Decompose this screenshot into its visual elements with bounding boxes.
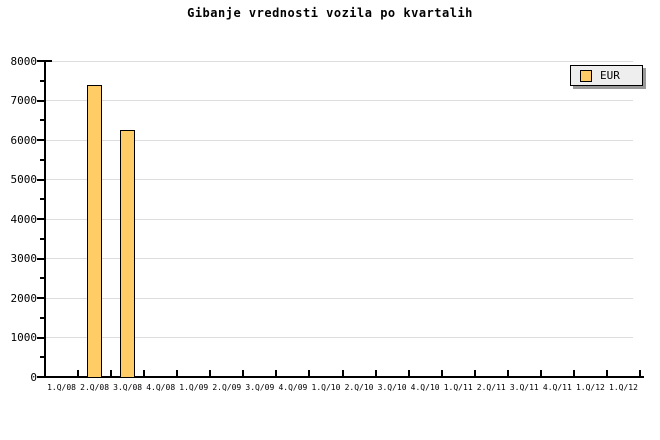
y-tick-label: 0	[30, 370, 37, 384]
y-major-tick	[37, 60, 44, 62]
x-boundary-tick	[539, 370, 542, 377]
y-minor-tick	[40, 237, 44, 240]
x-boundary-tick	[572, 370, 575, 377]
x-tick-label: 1.Q/10	[311, 383, 341, 392]
x-axis-end-cap	[639, 370, 641, 377]
x-boundary-tick	[77, 370, 80, 377]
y-minor-tick	[40, 158, 44, 161]
y-major-tick	[37, 99, 44, 102]
x-boundary-tick	[341, 370, 344, 377]
y-minor-tick	[40, 119, 44, 122]
legend: EUR	[570, 65, 643, 86]
y-gridline	[45, 297, 633, 299]
bar-3q08	[120, 130, 136, 378]
y-gridline	[45, 179, 633, 180]
x-boundary-tick	[374, 370, 377, 377]
y-tick-label: 4000	[10, 212, 38, 226]
x-boundary-tick	[242, 370, 245, 377]
x-boundary-tick	[440, 370, 443, 377]
x-tick-label: 2.Q/09	[212, 383, 242, 392]
x-boundary-tick	[110, 370, 113, 377]
x-tick-label: 2.Q/11	[476, 383, 506, 392]
y-major-tick	[37, 297, 44, 299]
y-axis-end-cap	[44, 60, 52, 62]
y-gridline	[45, 337, 633, 338]
y-major-tick	[37, 139, 44, 141]
y-tick-label: 5000	[10, 173, 38, 186]
y-axis-line	[44, 60, 46, 378]
y-major-tick	[37, 336, 44, 339]
y-gridline	[45, 100, 633, 101]
x-tick-label: 1.Q/08	[47, 383, 76, 392]
chart-title: Gibanje vrednosti vozila po kvartalih	[187, 6, 473, 20]
y-tick-label: 2000	[10, 291, 38, 305]
y-major-tick	[37, 218, 44, 220]
x-tick-label: 2.Q/08	[80, 383, 110, 392]
x-boundary-tick	[308, 370, 311, 377]
x-boundary-tick	[143, 370, 146, 377]
x-boundary-tick	[605, 370, 608, 377]
x-boundary-tick	[407, 370, 410, 377]
x-tick-label: 3.Q/08	[113, 383, 143, 392]
y-minor-tick	[40, 277, 44, 280]
y-gridline	[45, 60, 633, 62]
x-tick-label: 4.Q/09	[278, 383, 308, 392]
x-boundary-tick	[176, 370, 179, 377]
x-tick-label: 2.Q/10	[344, 383, 374, 392]
bar-2q08	[87, 85, 103, 378]
x-boundary-tick	[473, 370, 476, 377]
y-tick-label: 8000	[10, 54, 38, 68]
y-tick-label: 7000	[10, 94, 38, 107]
x-axis-line	[44, 376, 644, 378]
x-boundary-tick	[275, 370, 278, 377]
legend-label: EUR	[600, 68, 620, 82]
x-tick-label: 4.Q/10	[410, 383, 440, 392]
x-tick-label: 1.Q/11	[443, 383, 473, 392]
y-minor-tick	[40, 356, 44, 359]
x-tick-label: 4.Q/11	[542, 383, 572, 392]
x-tick-label: 1.Q/09	[179, 383, 209, 392]
x-boundary-tick	[506, 370, 509, 377]
x-tick-label: 1.Q/12	[609, 383, 638, 392]
y-major-tick	[37, 376, 44, 378]
y-minor-tick	[40, 79, 44, 82]
y-tick-label: 6000	[10, 133, 38, 147]
x-tick-label: 3.Q/10	[377, 383, 407, 392]
x-boundary-tick	[209, 370, 212, 377]
y-major-tick	[37, 257, 44, 260]
y-gridline	[45, 139, 633, 141]
y-minor-tick	[40, 316, 44, 319]
x-tick-label: 4.Q/08	[146, 383, 176, 392]
x-tick-label: 1.Q/12	[575, 383, 605, 392]
y-tick-label: 1000	[10, 331, 38, 344]
x-tick-label: 3.Q/11	[509, 383, 539, 392]
y-gridline	[45, 218, 633, 220]
legend-swatch-eur	[580, 69, 592, 82]
y-gridline	[45, 258, 633, 259]
y-tick-label: 3000	[10, 252, 38, 265]
y-minor-tick	[40, 198, 44, 201]
x-tick-label: 3.Q/09	[245, 383, 275, 392]
y-major-tick	[37, 178, 44, 181]
